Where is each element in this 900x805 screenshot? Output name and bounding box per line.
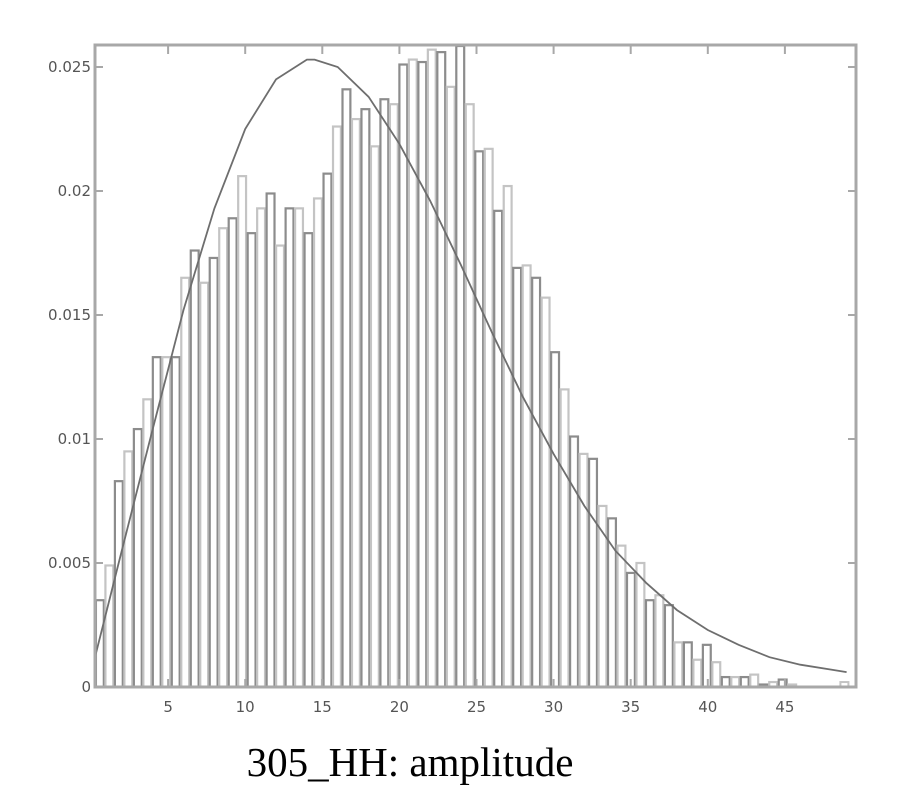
histogram-bar xyxy=(559,388,570,689)
histogram-bar xyxy=(227,217,238,689)
x-tick-label: 10 xyxy=(236,698,255,716)
y-axis-ticks: 0 0.005 0.01 0.015 0.02 0.025 xyxy=(48,58,856,696)
y-tick-label: 0.01 xyxy=(58,430,91,448)
histogram-bar xyxy=(312,197,324,689)
histogram-bar xyxy=(350,117,361,689)
x-tick-label: 40 xyxy=(698,698,717,716)
histogram-bar xyxy=(275,244,286,689)
histogram-bar xyxy=(417,60,428,689)
histogram-bar xyxy=(502,184,513,689)
chart-caption: 305_HH: amplitude xyxy=(246,739,574,785)
histogram-bar xyxy=(113,480,124,689)
histogram-bar xyxy=(341,88,352,689)
histogram-bar xyxy=(151,356,162,689)
histogram-bar xyxy=(464,103,475,689)
histogram-bar xyxy=(331,125,342,689)
x-axis-ticks: 5 10 15 20 25 30 35 40 45 xyxy=(163,46,794,716)
x-tick-label: 35 xyxy=(621,698,640,716)
histogram-bars xyxy=(94,44,850,689)
histogram-bar xyxy=(218,227,229,689)
histogram-bar xyxy=(180,276,191,689)
histogram-bar xyxy=(445,85,456,689)
histogram-bar xyxy=(379,98,390,689)
y-tick-label: 0.005 xyxy=(48,554,91,572)
histogram-bar xyxy=(550,351,561,689)
histogram-bar xyxy=(322,172,333,689)
fitted-curve xyxy=(94,58,847,673)
histogram-bar xyxy=(521,264,532,689)
y-tick-label: 0 xyxy=(81,678,91,696)
histogram-bar xyxy=(123,450,134,689)
histogram-bar xyxy=(293,207,305,689)
x-tick-label: 20 xyxy=(390,698,409,716)
histogram-bar xyxy=(388,103,399,689)
histogram-bar xyxy=(426,48,437,689)
histogram-bar xyxy=(616,544,627,689)
histogram-bar xyxy=(682,641,693,689)
histogram-bar xyxy=(568,435,580,689)
x-tick-label: 15 xyxy=(313,698,332,716)
histogram-bar xyxy=(587,457,599,689)
histogram-bar xyxy=(692,658,703,689)
histogram-bar xyxy=(654,594,665,689)
x-tick-label: 5 xyxy=(163,698,173,716)
histogram-bar xyxy=(531,276,542,689)
histogram-bar xyxy=(189,249,200,689)
histogram-bar xyxy=(663,604,674,689)
y-tick-label: 0.025 xyxy=(48,58,91,76)
histogram-bar xyxy=(246,232,257,689)
histogram-bar xyxy=(170,356,181,689)
x-tick-label: 25 xyxy=(467,698,486,716)
histogram-bar xyxy=(104,564,115,689)
histogram-bar xyxy=(94,599,105,689)
histogram-bar xyxy=(199,281,210,689)
histogram-bar xyxy=(635,561,646,689)
histogram-bar xyxy=(749,673,760,689)
histogram-bar xyxy=(407,58,418,689)
histogram-bar xyxy=(474,150,485,689)
histogram-bar xyxy=(360,108,371,689)
histogram-bar xyxy=(493,209,504,689)
histogram-bar xyxy=(369,145,380,689)
histogram-bar xyxy=(512,266,523,689)
histogram-bar xyxy=(625,571,636,689)
histogram-bar xyxy=(208,256,219,689)
histogram-bar xyxy=(711,661,722,689)
histogram-bar xyxy=(237,175,248,689)
histogram-bar xyxy=(256,207,267,689)
histogram-bar xyxy=(483,147,494,689)
histogram-bar xyxy=(284,207,295,689)
y-tick-label: 0.02 xyxy=(58,182,91,200)
histogram-bar xyxy=(606,517,618,689)
x-tick-label: 30 xyxy=(544,698,563,716)
histogram-bar xyxy=(673,641,684,689)
histogram-bar xyxy=(265,192,276,689)
histogram-bar xyxy=(644,599,655,689)
histogram-bar xyxy=(540,296,551,689)
histogram-bar xyxy=(303,232,314,689)
histogram-bar xyxy=(436,51,447,689)
histogram-bar xyxy=(161,356,172,689)
x-tick-label: 45 xyxy=(775,698,794,716)
histogram-bar xyxy=(578,452,589,689)
y-tick-label: 0.015 xyxy=(48,306,91,324)
histogram-bar xyxy=(132,427,143,689)
histogram-bar xyxy=(455,44,466,689)
